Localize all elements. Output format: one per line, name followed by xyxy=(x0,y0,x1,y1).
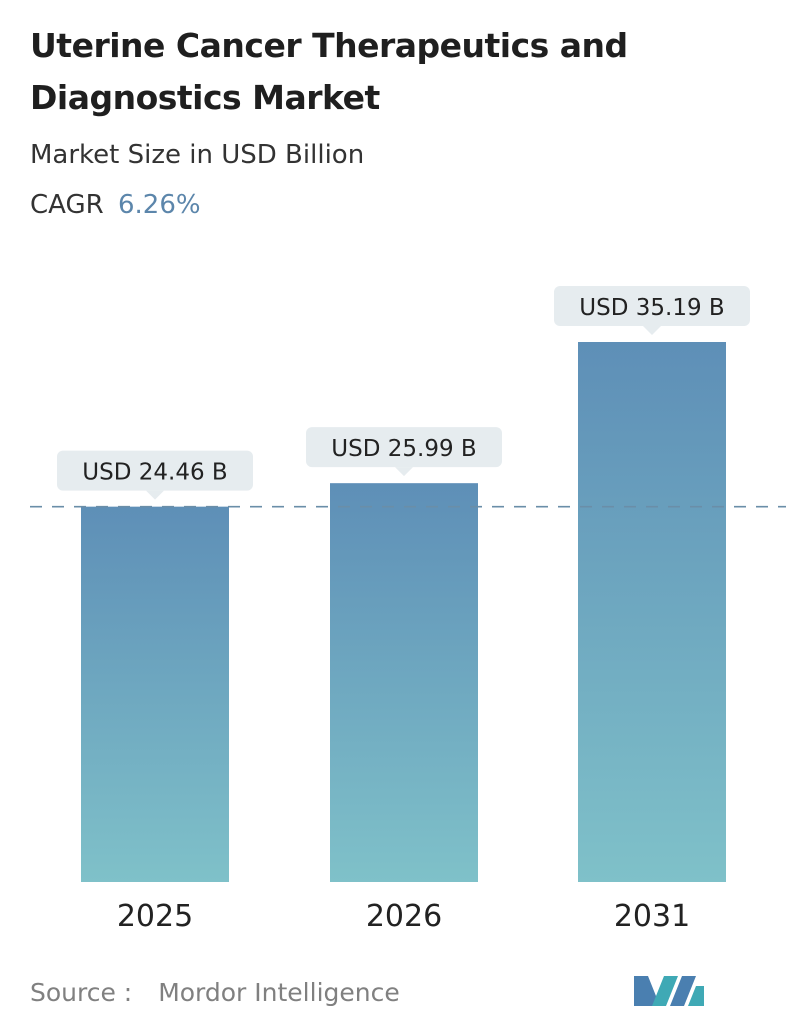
cagr-value: 6.26% xyxy=(117,190,201,220)
data-label-2026: USD 25.99 B xyxy=(306,427,502,477)
data-label-text: USD 25.99 B xyxy=(331,436,476,462)
category-label-2026: 2026 xyxy=(366,899,442,934)
data-label-text: USD 24.46 B xyxy=(82,460,227,486)
source-label: Source : xyxy=(30,978,133,1007)
data-label-text: USD 35.19 B xyxy=(579,295,724,321)
bar-2026 xyxy=(330,483,478,882)
category-label-2031: 2031 xyxy=(614,899,690,934)
data-label-2031: USD 35.19 B xyxy=(554,286,750,335)
bar-2031 xyxy=(578,342,726,882)
bar-2025 xyxy=(81,506,229,882)
cagr-line: CAGR 6.26% xyxy=(30,190,201,220)
source-name: Mordor Intelligence xyxy=(158,978,400,1007)
mordor-intelligence-logo-icon xyxy=(634,976,704,1006)
data-label-2025: USD 24.46 B xyxy=(57,450,253,500)
source-line: Source : Mordor Intelligence xyxy=(30,978,400,1007)
chart-title: Uterine Cancer Therapeutics and Diagnost… xyxy=(30,26,628,117)
cagr-label: CAGR xyxy=(30,190,104,220)
category-label-2025: 2025 xyxy=(117,899,193,934)
chart-subtitle: Market Size in USD Billion xyxy=(30,140,365,170)
